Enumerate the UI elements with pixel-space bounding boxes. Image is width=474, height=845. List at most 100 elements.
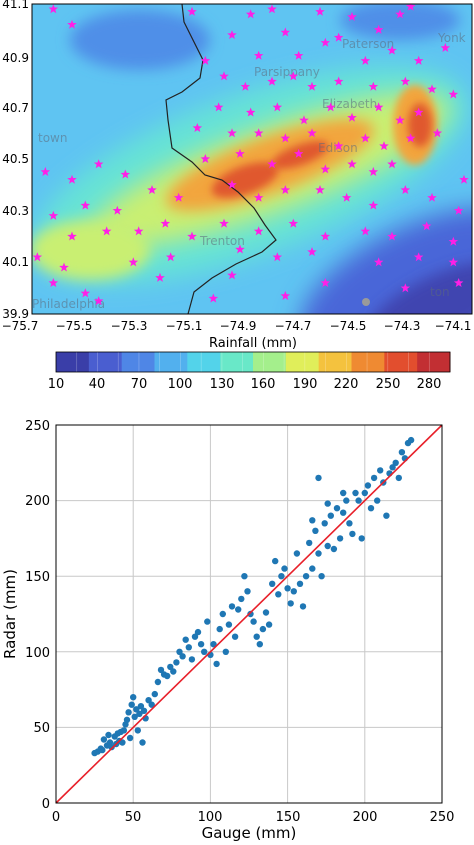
scatter-point xyxy=(113,740,120,748)
scatter-point xyxy=(386,470,393,477)
gauge-star-marker xyxy=(299,115,309,125)
gauge-star-marker xyxy=(293,50,304,60)
gauge-star-marker xyxy=(213,102,224,112)
scatter-point xyxy=(256,641,263,648)
gauge-star-marker xyxy=(400,76,411,86)
scatter-x-tick-label: 0 xyxy=(52,810,60,825)
scatter-point xyxy=(133,706,140,713)
scatter-point xyxy=(188,656,196,663)
scatter-point xyxy=(194,628,202,636)
gauge-star-marker xyxy=(341,192,352,202)
colorbar-label: Rainfall (mm) xyxy=(209,336,297,351)
gauge-star-marker xyxy=(267,159,277,169)
gauge-star-marker xyxy=(333,32,344,42)
place-name: Parsippany xyxy=(254,65,320,79)
map-x-tick-label: −75.3 xyxy=(111,319,148,333)
gauge-star-marker xyxy=(347,11,357,21)
gauge-star-marker xyxy=(280,133,291,143)
gauge-star-marker xyxy=(320,231,331,241)
scatter-point xyxy=(117,728,125,736)
map-x-tick-label: −74.3 xyxy=(384,319,421,333)
scatter-y-axis-label: Radar (mm) xyxy=(1,569,19,659)
gauge-star-marker xyxy=(379,141,389,151)
gauge-star-marker xyxy=(400,185,411,194)
gauge-star-marker xyxy=(187,6,197,16)
scatter-point xyxy=(330,545,338,553)
scatter-y-tick-label: 250 xyxy=(25,419,50,434)
place-name: ton xyxy=(430,285,450,299)
gauge-star-marker xyxy=(315,6,325,16)
gauge-star-marker xyxy=(160,218,171,228)
scatter-point xyxy=(377,467,384,474)
gauge-star-marker xyxy=(373,257,384,267)
gauge-star-marker xyxy=(80,200,91,210)
scatter-point xyxy=(299,603,307,610)
scatter-point xyxy=(324,542,331,550)
scatter-x-axis: 0 50 100 150 200 250 xyxy=(52,810,455,825)
scatter-point xyxy=(111,733,118,740)
gauge-star-marker xyxy=(459,174,469,184)
scatter-point xyxy=(293,550,301,557)
gauge-star-marker xyxy=(427,84,437,94)
gauge-star-marker xyxy=(40,166,51,176)
scatter-point xyxy=(398,449,406,456)
gauge-star-marker xyxy=(453,278,464,287)
scatter-point xyxy=(302,573,310,580)
scatter-point xyxy=(269,580,276,587)
map-x-tick-label: −74.7 xyxy=(275,319,312,333)
colorbar-segment xyxy=(88,352,123,372)
gauge-star-marker xyxy=(48,278,59,287)
map-frame xyxy=(31,3,473,315)
gauge-star-marker xyxy=(405,4,416,11)
gauge-star-marker xyxy=(59,262,69,272)
place-name: Trenton xyxy=(199,234,245,248)
colorbar-tick-label: 190 xyxy=(293,377,318,392)
scatter-x-tick-label: 150 xyxy=(276,810,301,825)
scatter-point xyxy=(275,591,282,598)
scatter-point xyxy=(130,694,137,701)
scatter-point xyxy=(281,565,288,572)
place-name: Paterson xyxy=(342,37,394,51)
gauge-star-marker xyxy=(387,159,397,169)
scatter-point xyxy=(94,748,101,755)
gauge-star-marker xyxy=(245,9,256,19)
gauge-star-marker xyxy=(155,272,165,282)
gauge-star-marker xyxy=(187,231,197,241)
gauge-star-marker xyxy=(373,102,384,112)
scatter-point xyxy=(389,464,396,471)
scatter-point xyxy=(201,648,208,655)
colorbar-segment xyxy=(220,352,254,372)
scatter-point xyxy=(134,727,141,734)
scatter-point xyxy=(222,648,229,655)
scatter-point xyxy=(108,743,115,751)
scatter-grid xyxy=(55,424,443,804)
scatter-point xyxy=(128,701,135,708)
scatter-point xyxy=(340,509,347,516)
scatter-point xyxy=(216,625,223,633)
gauge-star-marker xyxy=(448,257,459,267)
place-name: Philadelphia xyxy=(32,297,105,311)
scatter-point xyxy=(136,710,143,717)
scatter-point xyxy=(284,585,291,592)
gauge-star-marker xyxy=(368,81,379,91)
gauge-star-marker xyxy=(395,115,405,125)
gauge-star-marker xyxy=(320,278,331,287)
gauge-star-marker xyxy=(288,218,299,228)
scatter-point xyxy=(99,746,106,754)
gauge-star-marker xyxy=(219,71,229,81)
scatter-point xyxy=(154,678,162,686)
scatter-point xyxy=(364,482,372,489)
colorbar-tick-label: 130 xyxy=(210,377,235,392)
one-to-one-line-path xyxy=(55,424,443,804)
colorbar-frame xyxy=(55,351,451,373)
map-y-tick-label: 40.7 xyxy=(2,101,29,115)
scatter-point xyxy=(272,557,279,565)
scatter-point xyxy=(312,527,319,534)
colorbar-tick-label: 40 xyxy=(89,377,106,392)
scatter-point xyxy=(244,588,251,595)
gauge-star-marker xyxy=(227,30,237,39)
scatter-point xyxy=(374,497,381,504)
scatter-point xyxy=(380,479,387,486)
scatter-point xyxy=(370,474,378,482)
scatter-point xyxy=(318,573,325,580)
